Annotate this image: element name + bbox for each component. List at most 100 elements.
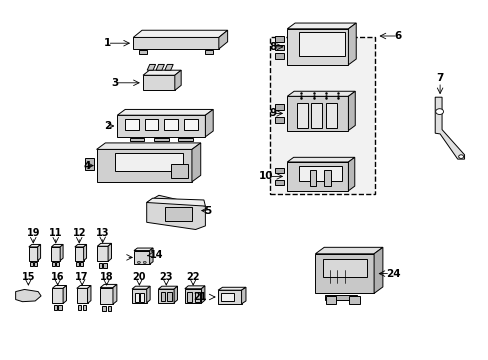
Text: 6: 6 — [393, 31, 401, 41]
Bar — [348, 296, 359, 304]
Polygon shape — [96, 143, 200, 149]
Polygon shape — [83, 244, 86, 261]
Polygon shape — [156, 64, 164, 70]
Bar — [324, 295, 356, 300]
Text: 9: 9 — [268, 108, 276, 118]
Bar — [178, 138, 193, 141]
Bar — [98, 263, 102, 268]
Bar — [274, 45, 284, 50]
Polygon shape — [287, 23, 355, 29]
Polygon shape — [117, 109, 213, 115]
Polygon shape — [149, 248, 153, 264]
Polygon shape — [132, 286, 150, 289]
Bar — [117, 115, 205, 137]
Bar — [135, 293, 138, 302]
Bar — [158, 289, 174, 303]
Bar — [115, 153, 183, 171]
Bar — [52, 262, 55, 266]
Bar — [125, 119, 139, 130]
Polygon shape — [29, 244, 41, 247]
Bar — [77, 288, 87, 303]
Polygon shape — [347, 157, 354, 191]
Bar — [298, 166, 341, 181]
Bar — [324, 170, 330, 186]
Text: 4: 4 — [83, 161, 90, 171]
Bar — [171, 164, 188, 178]
Bar — [83, 305, 86, 310]
Bar — [129, 138, 144, 141]
Polygon shape — [175, 70, 181, 90]
Circle shape — [143, 261, 146, 264]
Polygon shape — [373, 247, 382, 293]
Text: 23: 23 — [159, 272, 173, 282]
Bar — [186, 292, 191, 302]
Text: 18: 18 — [100, 272, 113, 282]
Bar — [322, 259, 366, 277]
Polygon shape — [146, 286, 150, 303]
Bar — [59, 305, 61, 310]
Bar — [52, 288, 63, 303]
Text: 14: 14 — [149, 250, 163, 260]
Text: 2: 2 — [104, 121, 111, 131]
Text: 19: 19 — [26, 228, 40, 238]
Polygon shape — [241, 287, 245, 304]
Bar — [144, 119, 158, 130]
Polygon shape — [38, 244, 41, 261]
Bar — [56, 262, 59, 266]
Bar — [274, 168, 284, 173]
Polygon shape — [16, 289, 41, 302]
Bar — [51, 247, 60, 261]
Polygon shape — [113, 284, 117, 304]
Bar — [325, 103, 336, 127]
Bar — [85, 158, 94, 170]
Polygon shape — [142, 70, 181, 75]
Bar — [107, 306, 111, 311]
Polygon shape — [184, 286, 204, 289]
Bar — [164, 119, 178, 130]
Polygon shape — [108, 243, 111, 261]
Bar — [194, 292, 199, 302]
Bar — [154, 138, 168, 141]
Text: 1: 1 — [104, 38, 111, 48]
Polygon shape — [315, 247, 382, 254]
Bar — [103, 263, 106, 268]
Bar — [160, 292, 165, 301]
Polygon shape — [287, 91, 354, 96]
Polygon shape — [134, 248, 153, 251]
Polygon shape — [158, 286, 177, 289]
Text: 11: 11 — [49, 228, 62, 238]
Bar — [287, 29, 347, 65]
Bar — [183, 119, 197, 130]
Polygon shape — [287, 157, 354, 162]
Bar — [132, 289, 146, 303]
Bar — [221, 293, 233, 301]
Text: 21: 21 — [192, 292, 206, 302]
Text: 20: 20 — [132, 272, 146, 282]
Bar — [184, 289, 201, 303]
Bar — [96, 149, 191, 182]
Polygon shape — [87, 285, 91, 303]
Circle shape — [137, 261, 140, 264]
Polygon shape — [52, 285, 66, 288]
Bar — [80, 262, 82, 266]
Polygon shape — [60, 244, 63, 261]
Text: 5: 5 — [204, 206, 211, 216]
Bar — [102, 306, 105, 311]
Polygon shape — [100, 284, 117, 288]
Polygon shape — [205, 109, 213, 137]
Text: 15: 15 — [21, 272, 35, 282]
Bar — [309, 170, 316, 186]
Text: 3: 3 — [111, 78, 118, 88]
Text: 16: 16 — [51, 272, 64, 282]
Bar — [311, 103, 322, 127]
Bar — [274, 53, 284, 59]
Bar — [78, 305, 81, 310]
Bar — [53, 305, 57, 310]
Bar — [204, 50, 213, 54]
Polygon shape — [75, 244, 86, 247]
Bar — [134, 251, 149, 264]
Bar — [296, 103, 307, 127]
Polygon shape — [51, 244, 63, 247]
Polygon shape — [63, 285, 66, 303]
Bar — [274, 117, 284, 123]
